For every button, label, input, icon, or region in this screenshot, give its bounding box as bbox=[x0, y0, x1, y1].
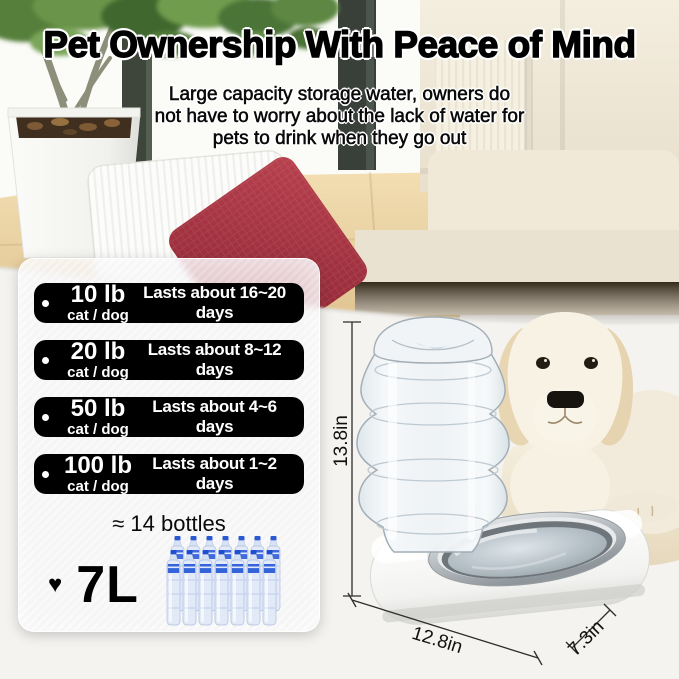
pet-type: cat / dog bbox=[67, 364, 129, 381]
subtitle: Large capacity storage water, owners do … bbox=[0, 84, 679, 150]
bullet-dot-icon bbox=[42, 413, 49, 421]
dog-nose bbox=[547, 391, 584, 408]
dog-mouth bbox=[547, 408, 583, 424]
volume-value: 7L bbox=[76, 556, 139, 614]
duration-row-100lb: 100 lb cat / dog Lasts about 1~2 days bbox=[34, 454, 304, 494]
pet-weight: 10 lb cat / dog bbox=[55, 281, 141, 324]
capacity-row: ♥ 7L bbox=[34, 536, 304, 633]
weight-value: 10 lb bbox=[70, 281, 126, 308]
duration-info-panel: 10 lb cat / dog Lasts about 16~20 days 2… bbox=[18, 258, 320, 632]
weight-value: 100 lb bbox=[63, 452, 133, 479]
duration-text: Lasts about 8~12 days bbox=[147, 340, 282, 379]
tank-lid bbox=[373, 316, 493, 364]
width-dimension-label: 7.3in bbox=[564, 616, 608, 660]
pet-weight: 50 lb cat / dog bbox=[55, 395, 141, 438]
bullet-dot-icon bbox=[42, 356, 49, 364]
height-dimension-label: 13.8in bbox=[331, 415, 352, 467]
pet-weight: 20 lb cat / dog bbox=[55, 338, 141, 381]
water-bottles-icon bbox=[166, 536, 281, 626]
duration-row-50lb: 50 lb cat / dog Lasts about 4~6 days bbox=[34, 397, 304, 437]
bottle-equivalent-text: ≈ 14 bottles bbox=[112, 511, 226, 536]
plant-foliage bbox=[0, 0, 339, 57]
duration-text: Lasts about 4~6 days bbox=[152, 397, 277, 436]
weight-value: 50 lb bbox=[70, 395, 126, 422]
water-tank bbox=[356, 316, 510, 553]
pet-weight: 100 lb cat / dog bbox=[55, 452, 141, 495]
duration-row-20lb: 20 lb cat / dog Lasts about 8~12 days bbox=[34, 340, 304, 380]
pet-type: cat / dog bbox=[67, 307, 129, 324]
length-dimension-label: 12.8in bbox=[409, 623, 465, 658]
bullet-dot-icon bbox=[42, 470, 49, 478]
subtitle-line-3: pets to drink when they go out bbox=[212, 128, 467, 150]
duration-text: Lasts about 16~20 days bbox=[143, 283, 286, 322]
dimension-lines bbox=[343, 321, 617, 666]
pet-type: cat / dog bbox=[67, 478, 129, 495]
bullet-dot-icon bbox=[42, 299, 49, 307]
weight-value: 20 lb bbox=[70, 338, 126, 365]
duration-row-10lb: 10 lb cat / dog Lasts about 16~20 days bbox=[34, 283, 304, 323]
duration-text: Lasts about 1~2 days bbox=[152, 454, 277, 493]
pet-type: cat / dog bbox=[67, 421, 129, 438]
potted-plant bbox=[0, 0, 339, 259]
page-title: Pet Ownership With Peace of Mind bbox=[43, 23, 637, 65]
subtitle-line-1: Large capacity storage water, owners do bbox=[168, 84, 511, 106]
water-dispenser-product: 13.8in 12.8in 7.3in bbox=[331, 316, 650, 666]
heart-icon: ♥ bbox=[48, 571, 63, 598]
subtitle-line-2: not have to worry about the lack of wate… bbox=[154, 106, 525, 128]
dog-eyes bbox=[536, 357, 598, 369]
